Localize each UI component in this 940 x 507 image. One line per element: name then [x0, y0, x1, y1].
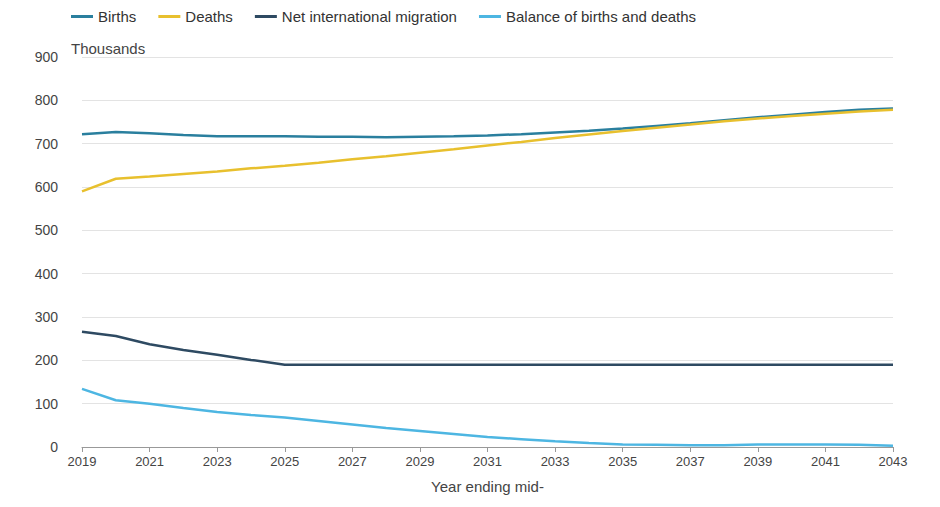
svg-text:2021: 2021 — [135, 454, 164, 469]
svg-text:600: 600 — [35, 179, 59, 195]
svg-text:0: 0 — [50, 439, 58, 455]
svg-text:Births: Births — [98, 8, 136, 25]
svg-text:2025: 2025 — [270, 454, 299, 469]
svg-text:2035: 2035 — [608, 454, 637, 469]
svg-text:2043: 2043 — [879, 454, 908, 469]
svg-text:2031: 2031 — [473, 454, 502, 469]
svg-text:200: 200 — [35, 352, 59, 368]
svg-text:2033: 2033 — [541, 454, 570, 469]
svg-text:Deaths: Deaths — [185, 8, 233, 25]
svg-text:700: 700 — [35, 136, 59, 152]
svg-text:2041: 2041 — [811, 454, 840, 469]
svg-text:100: 100 — [35, 396, 59, 412]
svg-text:2037: 2037 — [676, 454, 705, 469]
svg-text:Net international migration: Net international migration — [282, 8, 457, 25]
svg-text:2027: 2027 — [338, 454, 367, 469]
svg-text:500: 500 — [35, 222, 59, 238]
svg-text:300: 300 — [35, 309, 59, 325]
svg-text:Year ending mid-: Year ending mid- — [431, 478, 544, 495]
svg-text:900: 900 — [35, 49, 59, 65]
svg-text:800: 800 — [35, 92, 59, 108]
svg-text:Thousands: Thousands — [71, 40, 145, 57]
svg-text:2029: 2029 — [405, 454, 434, 469]
svg-text:Balance of births and deaths: Balance of births and deaths — [506, 8, 696, 25]
svg-text:2023: 2023 — [203, 454, 232, 469]
svg-text:2019: 2019 — [68, 454, 97, 469]
svg-text:2039: 2039 — [743, 454, 772, 469]
svg-text:400: 400 — [35, 266, 59, 282]
